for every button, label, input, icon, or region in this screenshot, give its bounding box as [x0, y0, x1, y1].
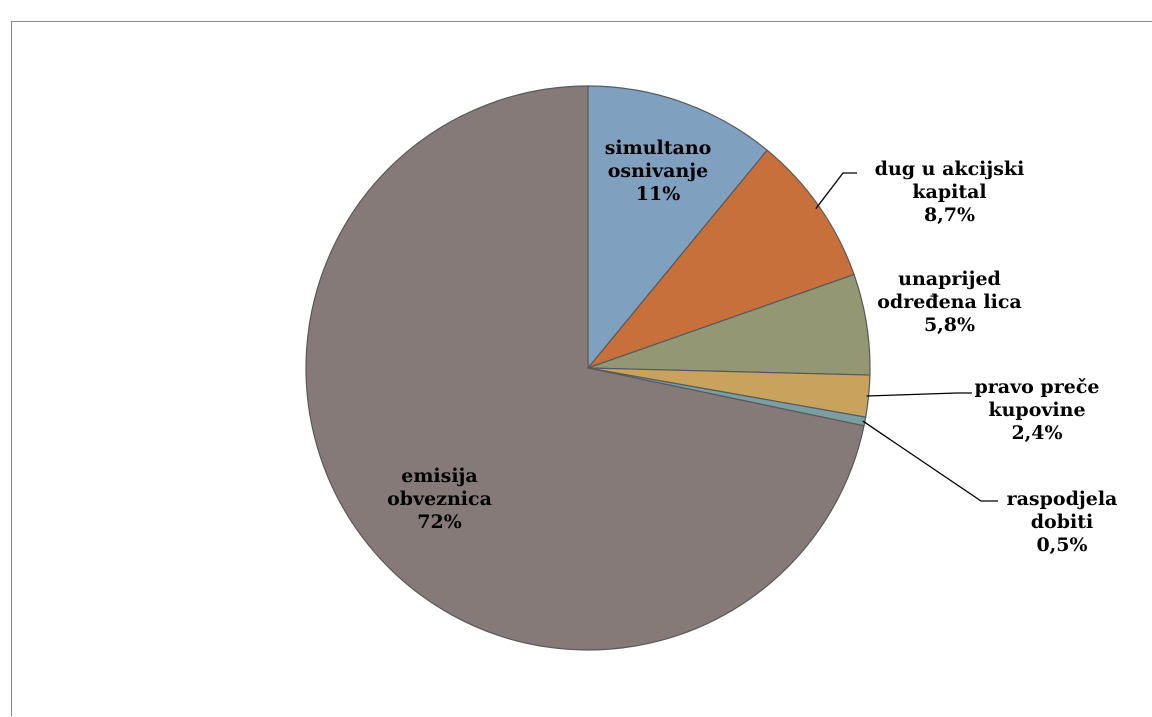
slice-label-line: kapital [912, 181, 987, 203]
slice-label-line: unaprijed [898, 268, 1001, 290]
slice-label-emisija-obveznica: emisija obveznica 72% [352, 465, 527, 534]
slice-value: 5,8% [923, 314, 976, 336]
slice-label-line: pravo preče [974, 376, 1100, 398]
slice-label-line: određena lica [877, 291, 1022, 313]
pie-chart [305, 85, 998, 651]
slice-value: 2,4% [1011, 422, 1063, 444]
leader-line [862, 420, 998, 502]
slice-label-line: emisija [401, 465, 478, 487]
slice-label-raspodjela-dobiti: raspodjela dobiti 0,5% [992, 488, 1132, 557]
chart-title-cut-off [0, 0, 1152, 9]
slice-label-line: dobiti [1030, 511, 1094, 533]
leader-line [866, 392, 972, 397]
slice-label-dug-u-akcijski-kapital: dug u akcijski kapital 8,7% [847, 158, 1052, 227]
slice-value: 8,7% [923, 204, 976, 226]
leader-line [815, 172, 857, 210]
slice-label-line: dug u akcijski [874, 158, 1025, 180]
pie-slice [587, 85, 768, 370]
slice-label-simultano-osnivanje: simultano osnivanje 11% [583, 137, 733, 206]
slice-label-line: kupovine [988, 399, 1086, 421]
slice-label-line: obveznica [387, 488, 492, 510]
slice-label-line: raspodjela [1006, 488, 1118, 510]
slice-value: 0,5% [1036, 534, 1088, 556]
slice-label-unaprijed-odredena-lica: unaprijed određena lica 5,8% [862, 268, 1037, 337]
pie-slice [305, 85, 865, 651]
slice-label-line: osnivanje [607, 160, 709, 182]
slice-value: 72% [417, 511, 462, 533]
chart-frame: simultano osnivanje 11% dug u akcijski k… [11, 21, 1152, 716]
slice-value: 11% [635, 183, 681, 205]
slice-label-pravo-prece-kupovine: pravo preče kupovine 2,4% [962, 376, 1112, 445]
pie-slice [586, 149, 855, 370]
slice-label-line: simultano [604, 137, 712, 159]
